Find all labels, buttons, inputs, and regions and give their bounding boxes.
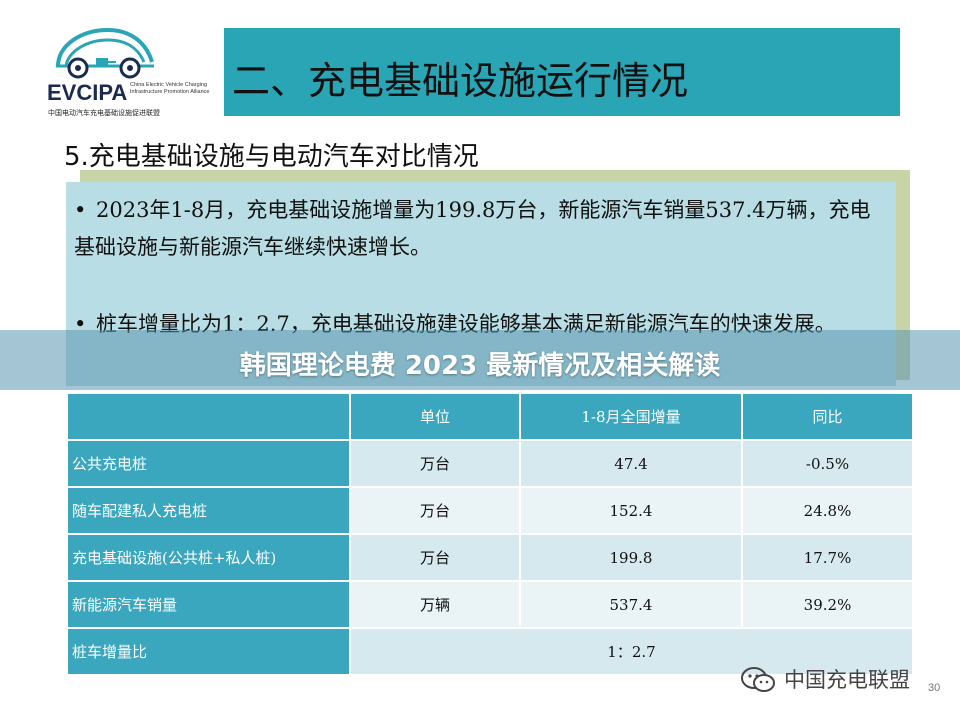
unit-cell: 万辆	[349, 580, 521, 629]
increment-cell: 537.4	[519, 580, 743, 629]
yoy-cell: 39.2%	[741, 580, 914, 629]
overlay-banner: 韩国理论电费 2023 最新情况及相关解读	[0, 330, 960, 390]
yoy-cell: -0.5%	[741, 439, 914, 488]
evcipa-logo: EVCIPA China Electric Vehicle Charging I…	[44, 26, 209, 122]
table-row: 桩车增量比 1：2.7	[66, 627, 914, 676]
car-plug-icon	[56, 27, 154, 79]
logo-subtitle-cn: 中国电动汽车充电基础设施促进联盟	[48, 109, 160, 117]
comparison-table: 单位 1-8月全国增量 同比 公共充电桩 万台 47.4 -0.5% 随车配建私…	[66, 392, 914, 676]
section-heading: 5.充电基础设施与电动汽车对比情况	[64, 142, 479, 172]
increment-cell: 199.8	[519, 533, 743, 582]
title-banner: 二、充电基础设施运行情况	[224, 28, 900, 116]
page-number: 30	[928, 682, 941, 694]
bullet-item: • 2023年1-8月，充电基础设施增量为199.8万台，新能源汽车销量537.4…	[74, 192, 884, 266]
row-label: 公共充电桩	[66, 439, 351, 488]
table-header-cell: 同比	[741, 392, 914, 441]
row-label: 桩车增量比	[66, 627, 351, 676]
unit-cell: 万台	[349, 533, 521, 582]
table-header-cell	[66, 392, 351, 441]
table-header-cell: 1-8月全国增量	[519, 392, 743, 441]
table-header-cell: 单位	[349, 392, 521, 441]
row-label: 新能源汽车销量	[66, 580, 351, 629]
unit-cell: 万台	[349, 439, 521, 488]
overlay-title: 韩国理论电费 2023 最新情况及相关解读	[239, 351, 721, 381]
logo-name: EVCIPA	[47, 80, 128, 105]
yoy-cell: 24.8%	[741, 486, 914, 535]
watermark-text: 中国充电联盟	[784, 668, 910, 692]
increment-cell: 152.4	[519, 486, 743, 535]
bullet-text: 2023年1-8月，充电基础设施增量为199.8万台，新能源汽车销量537.4万…	[74, 198, 871, 259]
table-row: 新能源汽车销量 万辆 537.4 39.2%	[66, 580, 914, 629]
bullet-dot: •	[74, 198, 87, 222]
unit-cell: 万台	[349, 486, 521, 535]
table-header-row: 单位 1-8月全国增量 同比	[66, 392, 914, 441]
ratio-cell: 1：2.7	[349, 627, 914, 676]
row-label: 充电基础设施(公共桩+私人桩)	[66, 533, 351, 582]
table-row: 充电基础设施(公共桩+私人桩) 万台 199.8 17.7%	[66, 533, 914, 582]
increment-cell: 47.4	[519, 439, 743, 488]
logo-subtitle-en: China Electric Vehicle Charging Infrastr…	[130, 82, 210, 95]
row-label: 随车配建私人充电桩	[66, 486, 351, 535]
table-row: 随车配建私人充电桩 万台 152.4 24.8%	[66, 486, 914, 535]
table-row: 公共充电桩 万台 47.4 -0.5%	[66, 439, 914, 488]
page-title: 二、充电基础设施运行情况	[232, 59, 689, 103]
wechat-icon	[741, 667, 775, 692]
yoy-cell: 17.7%	[741, 533, 914, 582]
